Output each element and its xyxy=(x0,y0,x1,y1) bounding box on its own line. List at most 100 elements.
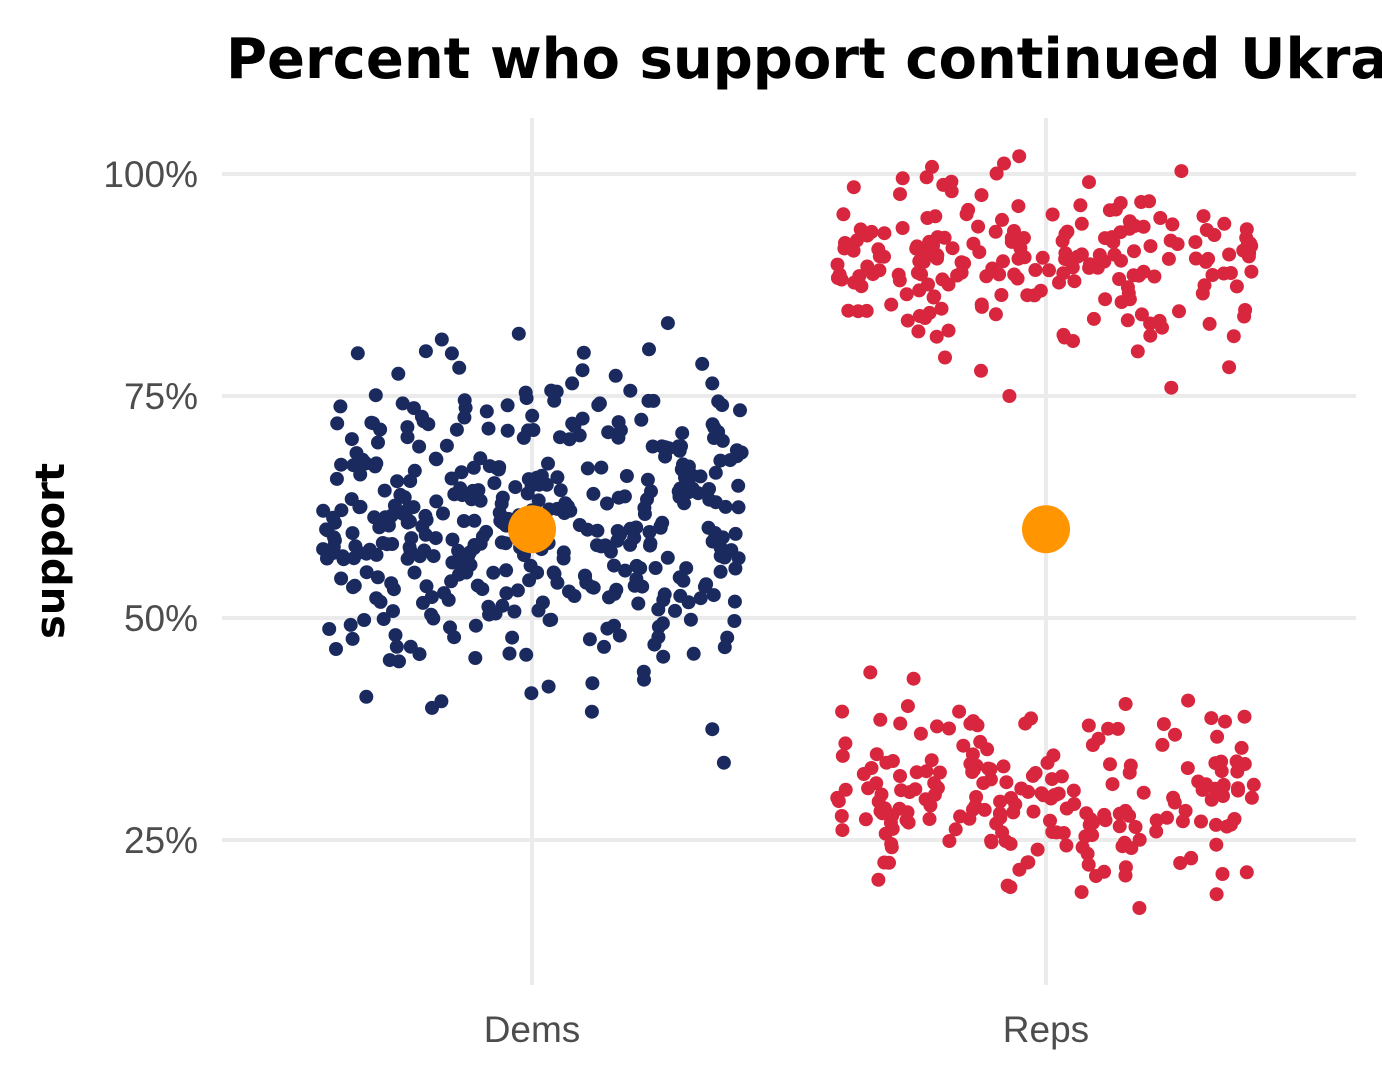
data-point-dems xyxy=(522,573,537,588)
mean-markers xyxy=(508,505,1070,554)
data-point-reps xyxy=(913,726,928,741)
data-point-dems xyxy=(731,500,746,515)
data-point-dems xyxy=(728,526,743,541)
data-point-dems xyxy=(523,558,538,573)
data-point-dems xyxy=(371,435,385,450)
data-point-reps xyxy=(1153,211,1168,225)
data-point-dems xyxy=(675,426,690,441)
data-point-reps xyxy=(1174,164,1189,179)
data-point-reps xyxy=(1168,727,1182,742)
data-point-dems xyxy=(636,664,651,679)
data-point-dems xyxy=(475,582,490,597)
data-point-reps xyxy=(835,704,850,719)
data-point-dems xyxy=(668,603,682,618)
data-point-dems xyxy=(660,550,675,565)
data-point-dems xyxy=(541,456,555,471)
data-point-reps xyxy=(1131,268,1146,283)
data-point-dems xyxy=(635,579,650,594)
data-point-dems xyxy=(322,622,337,636)
data-point-dems xyxy=(352,500,367,515)
data-point-reps xyxy=(1204,711,1219,726)
data-point-dems xyxy=(642,342,656,357)
data-point-dems xyxy=(521,472,536,487)
data-point-dems xyxy=(350,346,365,361)
data-point-dems xyxy=(643,536,658,551)
data-point-dems xyxy=(447,630,462,645)
data-point-dems xyxy=(402,514,417,529)
data-point-dems xyxy=(468,618,483,633)
data-point-reps xyxy=(911,324,926,339)
y-axis-label: support xyxy=(28,463,74,639)
data-point-reps xyxy=(893,769,907,783)
data-point-dems xyxy=(631,596,646,611)
data-point-dems xyxy=(407,463,422,478)
data-point-dems xyxy=(660,316,675,331)
data-point-dems xyxy=(388,628,403,643)
data-point-reps xyxy=(1014,781,1029,796)
data-point-dems xyxy=(672,443,687,458)
data-point-reps xyxy=(1214,754,1229,769)
data-point-dems xyxy=(412,439,427,454)
data-point-reps xyxy=(879,755,894,770)
data-point-dems xyxy=(600,621,615,636)
data-point-reps xyxy=(830,271,845,285)
data-point-dems xyxy=(553,483,568,498)
data-point-reps xyxy=(835,748,850,763)
data-point-dems xyxy=(419,579,434,594)
data-point-reps xyxy=(1007,224,1021,238)
data-point-reps xyxy=(1222,360,1237,375)
data-point-reps xyxy=(1074,247,1089,262)
data-point-reps xyxy=(1172,304,1186,319)
data-point-dems xyxy=(708,465,723,480)
data-point-reps xyxy=(1184,851,1199,866)
data-point-reps xyxy=(1244,264,1259,279)
data-point-reps xyxy=(838,736,853,751)
data-point-reps xyxy=(926,290,941,305)
data-point-reps xyxy=(1130,344,1145,359)
data-point-dems xyxy=(526,423,541,437)
data-point-dems xyxy=(646,393,661,408)
data-point-dems xyxy=(524,686,539,701)
data-point-dems xyxy=(346,580,360,595)
data-point-dems xyxy=(479,404,494,419)
data-point-dems xyxy=(531,603,546,618)
data-point-reps xyxy=(1216,266,1231,281)
data-point-reps xyxy=(1143,239,1158,254)
data-point-dems xyxy=(673,588,688,603)
data-point-reps xyxy=(1056,327,1071,342)
data-point-dems xyxy=(651,619,666,634)
data-point-dems xyxy=(510,583,525,598)
data-point-reps xyxy=(1105,777,1120,792)
data-point-reps xyxy=(871,242,886,257)
data-point-dems xyxy=(457,410,472,425)
data-point-dems xyxy=(542,613,557,628)
data-point-reps xyxy=(924,753,939,768)
data-point-reps xyxy=(1003,880,1018,895)
data-point-reps xyxy=(859,303,874,318)
data-point-reps xyxy=(1229,754,1244,769)
data-point-reps xyxy=(892,273,907,288)
data-point-dems xyxy=(499,563,514,578)
data-point-reps xyxy=(1107,247,1122,262)
data-points xyxy=(316,149,1261,915)
data-point-reps xyxy=(873,712,888,727)
data-point-dems xyxy=(457,393,472,408)
data-point-reps xyxy=(895,221,910,235)
data-point-reps xyxy=(1218,714,1232,729)
data-point-dems xyxy=(502,646,517,661)
data-point-reps xyxy=(893,716,908,731)
data-point-dems xyxy=(367,510,382,525)
data-point-dems xyxy=(418,508,433,523)
data-point-dems xyxy=(343,617,358,632)
data-point-reps xyxy=(977,802,992,817)
data-point-reps xyxy=(995,212,1009,227)
data-point-reps xyxy=(1164,380,1179,395)
data-point-reps xyxy=(1036,788,1051,803)
data-point-dems xyxy=(494,535,509,550)
data-point-reps xyxy=(945,241,960,256)
data-point-dems xyxy=(672,570,687,585)
data-point-dems xyxy=(584,704,599,719)
data-point-reps xyxy=(1246,777,1261,792)
data-point-dems xyxy=(634,412,649,427)
data-point-reps xyxy=(877,855,892,870)
